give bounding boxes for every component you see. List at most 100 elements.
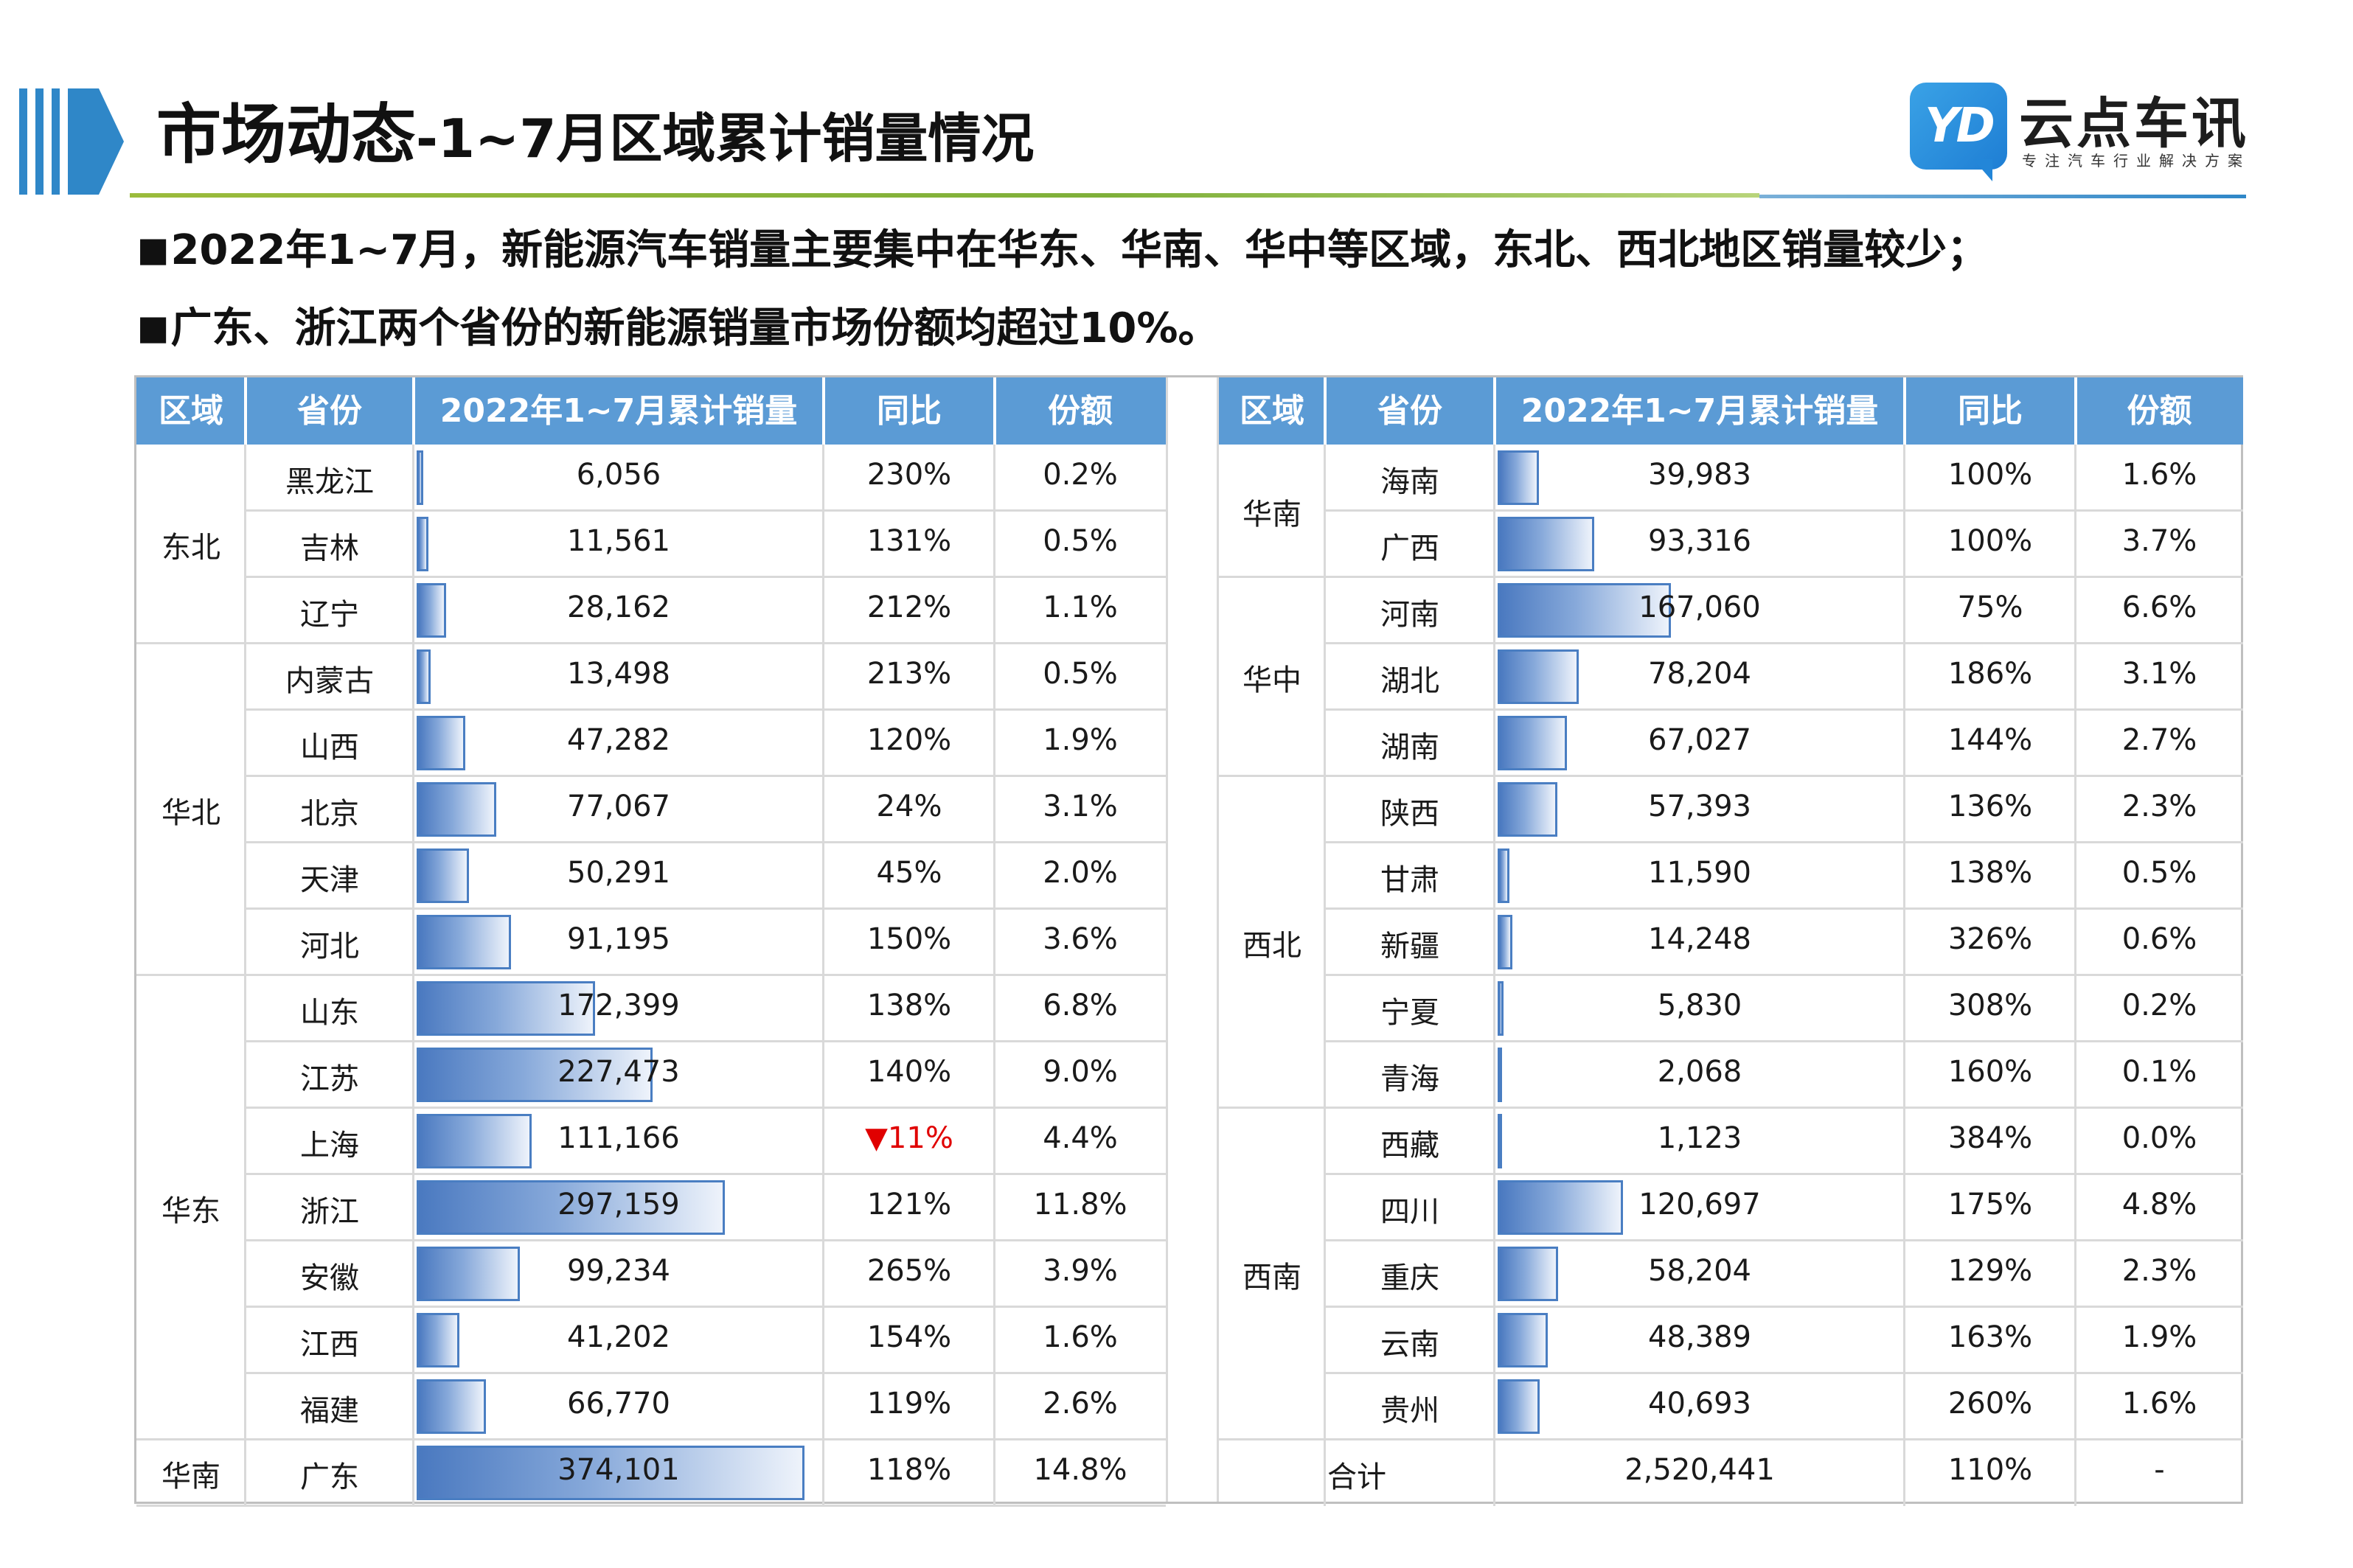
province-name: 四川 xyxy=(1380,1195,1439,1229)
table-header-left-2: 2022年1~7月累计销量 xyxy=(414,377,824,445)
grid-line xyxy=(1325,1107,2243,1109)
sales-bar xyxy=(1498,1247,1558,1301)
grid-line xyxy=(136,642,246,644)
sales-bar xyxy=(1498,1379,1540,1434)
table-header-right-2: 2022年1~7月累计销量 xyxy=(1495,377,1905,445)
share-value: 0.2% xyxy=(1043,458,1118,492)
table-header-right-3: 同比 xyxy=(1905,377,2076,445)
grid-line xyxy=(1219,576,1325,578)
sales-bar xyxy=(417,1114,532,1168)
sales-bar xyxy=(417,1446,804,1500)
share-value: 2.3% xyxy=(2121,790,2197,823)
sales-bar xyxy=(1498,1114,1502,1168)
page-title-sub: -1~7月区域累计销量情况 xyxy=(416,108,1035,170)
province-name: 贵州 xyxy=(1380,1394,1439,1428)
yoy-value: 308% xyxy=(1947,989,2033,1022)
share-value: 1.1% xyxy=(1043,590,1118,624)
bullet-point: ■2022年1~7月，新能源汽车销量主要集中在华东、华南、华中等区域，东北、西北… xyxy=(137,226,1988,275)
grid-line xyxy=(1219,775,1325,777)
grid-line xyxy=(246,1306,1166,1308)
yoy-value: 265% xyxy=(866,1254,952,1288)
sales-value: 78,204 xyxy=(1648,657,1751,691)
bullet-text: 广东、浙江两个省份的新能源销量市场份额均超过10%。 xyxy=(170,304,1220,352)
sales-value: 77,067 xyxy=(567,790,670,823)
share-value: 1.9% xyxy=(2121,1320,2197,1354)
grid-line xyxy=(1219,1438,2243,1440)
share-value: 0.6% xyxy=(2121,922,2197,956)
share-value: 14.8% xyxy=(1033,1453,1127,1487)
sales-value: 11,590 xyxy=(1648,856,1751,890)
grid-line xyxy=(1325,642,2243,644)
sales-bar xyxy=(1498,1313,1548,1367)
sales-bar xyxy=(417,782,496,837)
sales-value: 91,195 xyxy=(567,922,670,956)
province-name: 云南 xyxy=(1380,1328,1439,1362)
grid-line xyxy=(246,1173,1166,1175)
header-divider xyxy=(1903,377,1906,445)
sales-value: 172,399 xyxy=(557,989,680,1022)
brand-badge-text: YD xyxy=(1925,99,1995,153)
sales-value: 40,693 xyxy=(1648,1387,1751,1421)
grid-line xyxy=(246,907,1166,910)
grid-line xyxy=(1324,445,1326,1506)
yoy-value: 24% xyxy=(876,790,942,823)
province-name: 海南 xyxy=(1380,465,1439,499)
grid-line xyxy=(1325,775,2243,777)
sales-bar xyxy=(1498,915,1512,969)
province-name: 黑龙江 xyxy=(285,465,374,499)
share-value: 3.7% xyxy=(2121,524,2197,558)
sales-value: 13,498 xyxy=(567,657,670,691)
province-name: 广西 xyxy=(1380,532,1439,565)
region-name: 东北 xyxy=(161,531,220,565)
yoy-value: 163% xyxy=(1947,1320,2033,1354)
sales-value: 374,101 xyxy=(557,1453,680,1487)
region-name: 华东 xyxy=(161,1194,220,1228)
grid-line xyxy=(136,1438,246,1440)
grid-line xyxy=(246,1505,1166,1507)
table-header-right-0: 区域 xyxy=(1219,377,1325,445)
share-value: 4.8% xyxy=(2121,1188,2197,1222)
sales-value: 28,162 xyxy=(567,590,670,624)
share-value: 6.6% xyxy=(2121,590,2197,624)
sales-bar xyxy=(417,517,428,571)
province-name: 吉林 xyxy=(300,532,359,565)
sales-value: 5,830 xyxy=(1657,989,1742,1022)
province-name: 山东 xyxy=(300,996,359,1030)
yoy-value: 131% xyxy=(866,524,952,558)
yoy-value: ▼11% xyxy=(865,1121,953,1155)
sales-bar xyxy=(417,450,423,505)
share-value: 1.6% xyxy=(1043,1320,1118,1354)
header-divider xyxy=(244,377,247,445)
sales-bar xyxy=(417,849,469,903)
bullet-point: ■广东、浙江两个省份的新能源销量市场份额均超过10%。 xyxy=(137,304,1220,353)
sales-bar xyxy=(1498,849,1509,903)
sales-value: 111,166 xyxy=(557,1121,680,1155)
province-name: 江苏 xyxy=(300,1062,359,1096)
header-divider xyxy=(822,377,825,445)
sales-value: 67,027 xyxy=(1648,723,1751,757)
share-value: 0.1% xyxy=(2121,1055,2197,1089)
sales-value: 1,123 xyxy=(1657,1121,1742,1155)
page-title: 市场动态-1~7月区域累计销量情况 xyxy=(156,94,1034,175)
province-name: 重庆 xyxy=(1380,1261,1439,1295)
total-share: - xyxy=(2154,1453,2165,1487)
yoy-value: 136% xyxy=(1947,790,2033,823)
region-name: 华南 xyxy=(161,1460,220,1494)
sales-value: 6,056 xyxy=(576,458,661,492)
province-name: 安徽 xyxy=(300,1261,359,1295)
grid-line xyxy=(246,1040,1166,1042)
province-name: 浙江 xyxy=(300,1195,359,1229)
grid-line xyxy=(246,775,1166,777)
sales-value: 41,202 xyxy=(567,1320,670,1354)
yoy-value: 75% xyxy=(1957,590,2023,624)
province-name: 河南 xyxy=(1380,598,1439,632)
yoy-value: 384% xyxy=(1947,1121,2033,1155)
sales-value: 11,561 xyxy=(567,524,670,558)
yoy-value: 230% xyxy=(866,458,952,492)
yoy-value: 100% xyxy=(1947,458,2033,492)
province-name: 湖南 xyxy=(1380,731,1439,764)
region-name: 华南 xyxy=(1242,498,1301,532)
sales-bar xyxy=(417,1180,725,1235)
yoy-value: 118% xyxy=(866,1453,952,1487)
yoy-value: 175% xyxy=(1947,1188,2033,1222)
